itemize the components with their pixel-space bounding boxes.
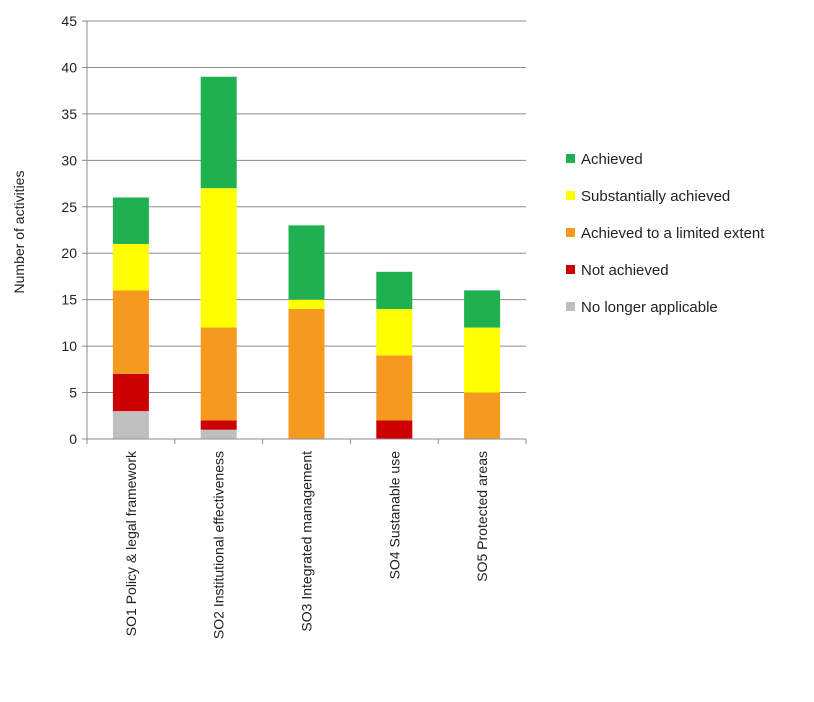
bar-segment (464, 290, 501, 328)
legend-swatch (566, 265, 575, 274)
bar-segment (288, 225, 325, 300)
bar-segment (200, 188, 237, 328)
legend-swatch (566, 302, 575, 311)
y-tick-labels: 0 5 10 15 20 25 30 35 40 45 (61, 13, 77, 447)
bar-segment (464, 327, 501, 393)
y-tick-label: 15 (61, 292, 77, 308)
x-category-labels: SO1 Policy & legal framework SO2 Institut… (123, 450, 490, 639)
legend-entry: No longer applicable (581, 299, 718, 316)
bar-segment (200, 76, 237, 189)
bar-segment (376, 271, 413, 309)
x-category-label: SO5 Protected areas (474, 451, 490, 582)
bar-segment (376, 355, 413, 421)
y-tick-label: 0 (69, 431, 77, 447)
y-tick-label: 10 (61, 338, 77, 354)
bar-segment (200, 420, 237, 430)
x-category-label: SO2 Institutional effectiveness (211, 451, 227, 639)
y-tick-label: 45 (61, 13, 77, 29)
x-category-label: SO4 Sustanable use (386, 451, 402, 580)
y-tick-label: 5 (69, 385, 77, 401)
legend-swatch (566, 154, 575, 163)
y-tick-label: 25 (61, 199, 77, 215)
bar-segment (288, 308, 325, 439)
bar-segment (200, 327, 237, 421)
x-category-label: SO3 Integrated management (299, 451, 315, 632)
bar-segment (112, 373, 149, 412)
legend-swatch (566, 191, 575, 200)
legend-entry: Not achieved (581, 262, 669, 279)
legend: Achieved Substantially achieved Achieved t… (566, 151, 765, 316)
legend-entry: Achieved (581, 151, 643, 168)
legend-entry: Achieved to a limited extent (581, 225, 765, 242)
y-tick-label: 20 (61, 245, 77, 261)
bar-segment (112, 290, 149, 374)
bar-segment (200, 429, 237, 439)
y-axis-title: Number of activities (11, 171, 27, 294)
y-tick-label: 35 (61, 106, 77, 122)
bar-segment (112, 197, 149, 244)
bar-segment (464, 392, 501, 439)
bar-segment (288, 299, 325, 309)
y-tick-label: 40 (61, 59, 77, 75)
legend-entry: Substantially achieved (581, 188, 730, 205)
bar-segment (376, 308, 413, 356)
legend-swatch (566, 228, 575, 237)
bars (112, 76, 501, 439)
bar-segment (112, 411, 149, 439)
x-category-label: SO1 Policy & legal framework (123, 450, 139, 636)
y-tick-label: 30 (61, 152, 77, 168)
axes (86, 21, 527, 444)
bar-segment (112, 243, 149, 291)
bar-segment (376, 420, 413, 439)
